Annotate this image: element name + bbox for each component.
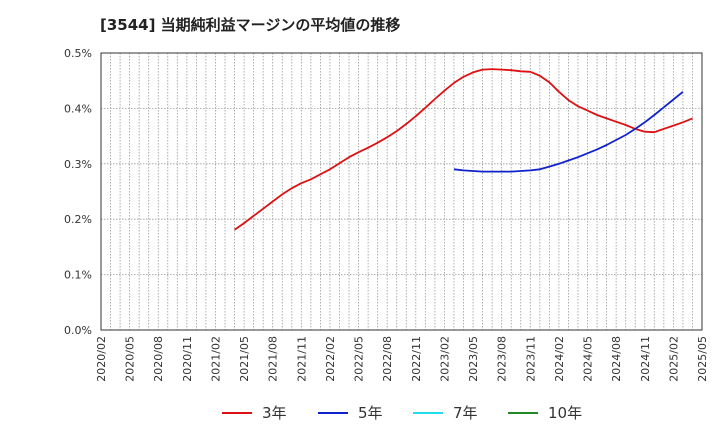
x-tick-label: 2023/02 [438, 336, 451, 382]
y-tick-labels: 0.0% 0.1% 0.2% 0.3% 0.4% 0.5% [64, 47, 92, 337]
grid-lines [101, 53, 702, 330]
y-tick-label: 0.4% [64, 102, 92, 115]
x-tick-label: 2021/02 [209, 336, 222, 382]
legend-swatch-7y [413, 411, 443, 414]
axes [100, 52, 703, 331]
x-tick-label: 2025/05 [696, 336, 709, 382]
legend-item-5y[interactable]: 5年 [318, 402, 383, 423]
plot-frame [100, 52, 703, 331]
x-tick-label: 2020/08 [152, 336, 165, 382]
y-tick-label: 0.5% [64, 47, 92, 60]
x-tick-label: 2024/11 [639, 336, 652, 382]
legend-item-7y[interactable]: 7年 [413, 402, 478, 423]
x-tick-label: 2022/08 [381, 336, 394, 382]
x-tick-label: 2022/02 [324, 336, 337, 382]
legend-swatch-10y [508, 411, 538, 414]
x-tick-label: 2021/05 [238, 336, 251, 382]
chart-title: [3544] 当期純利益マージンの平均値の推移 [100, 16, 401, 34]
legend-label-3y: 3年 [262, 404, 287, 422]
legend-swatch-5y [318, 411, 348, 414]
x-tick-label: 2022/11 [410, 336, 423, 382]
x-tick-label: 2023/05 [467, 336, 480, 382]
series-line-1 [234, 68, 693, 231]
x-tick-label: 2020/11 [181, 336, 194, 382]
legend-item-3y[interactable]: 3年 [222, 402, 287, 423]
legend-swatch-3y [222, 411, 252, 414]
legend-label-7y: 7年 [453, 404, 478, 422]
x-tick-label: 2024/08 [610, 336, 623, 382]
legend-item-10y[interactable]: 10年 [508, 402, 582, 423]
x-tick-label: 2024/05 [582, 336, 595, 382]
x-tick-label: 2023/08 [496, 336, 509, 382]
x-tick-label: 2023/11 [524, 336, 537, 382]
x-tick-label: 2021/08 [267, 336, 280, 382]
series-lines [234, 68, 693, 231]
y-tick-label: 0.1% [64, 269, 92, 282]
legend: 3年 5年 7年 10年 [0, 402, 720, 426]
y-tick-label: 0.2% [64, 213, 92, 226]
x-tick-label: 2021/11 [295, 336, 308, 382]
legend-label-10y: 10年 [548, 404, 583, 422]
x-tick-label: 2022/05 [353, 336, 366, 382]
x-tick-label: 2024/02 [553, 336, 566, 382]
y-tick-label: 0.3% [64, 158, 92, 171]
x-tick-labels: 2020/02 2020/05 2020/08 2020/11 2021/02 2021/… [95, 336, 709, 382]
legend-label-5y: 5年 [358, 404, 383, 422]
series-line-2 [453, 91, 684, 173]
x-tick-label: 2020/05 [124, 336, 137, 382]
x-tick-label: 2020/02 [95, 336, 108, 382]
x-tick-label: 2025/02 [667, 336, 680, 382]
y-tick-label: 0.0% [64, 324, 92, 337]
